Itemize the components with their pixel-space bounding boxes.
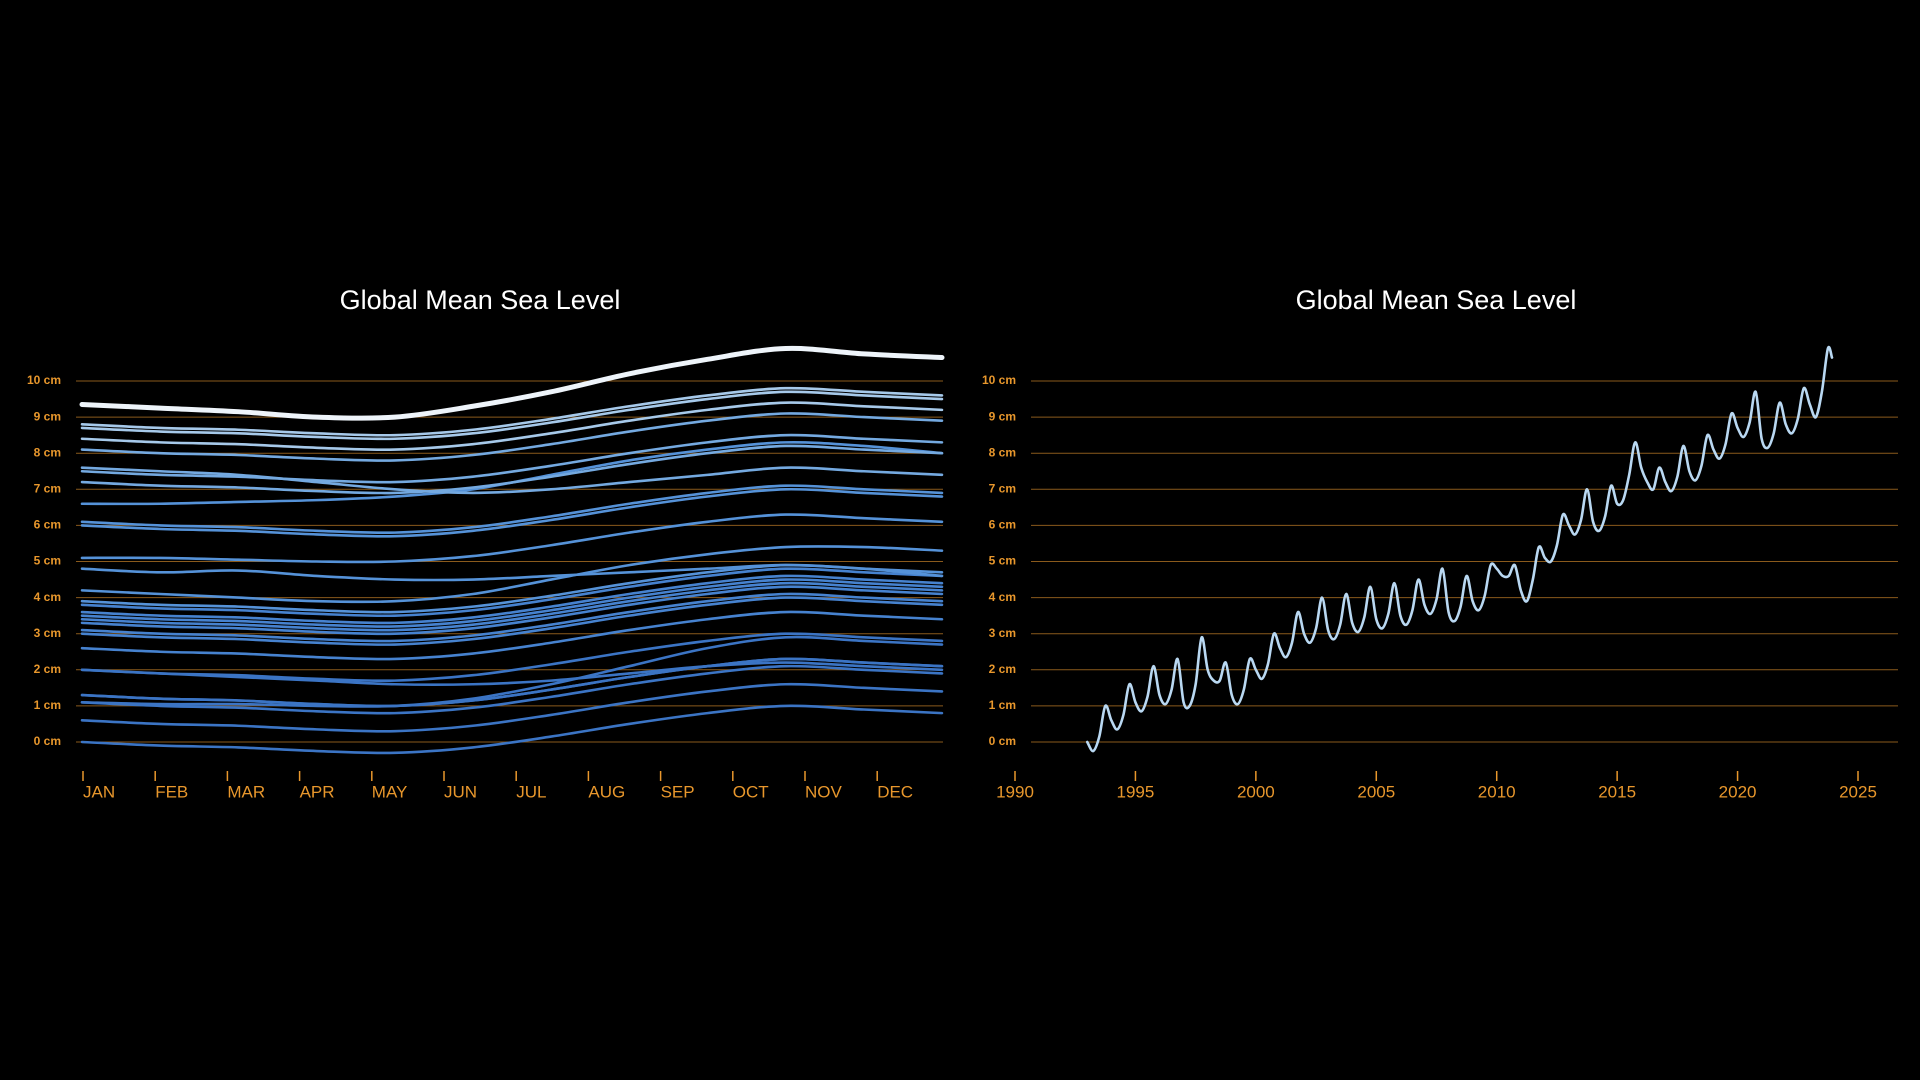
x-tick-label: OCT — [733, 782, 769, 801]
x-tick-label: 2015 — [1598, 782, 1636, 801]
x-tick-label: 2025 — [1839, 782, 1877, 801]
x-tick-label: JUN — [444, 782, 477, 801]
x-tick-label: 2000 — [1237, 782, 1275, 801]
x-tick-label: APR — [300, 782, 335, 801]
y-tick-label: 10 cm — [27, 373, 61, 387]
series-line — [80, 596, 944, 646]
series-line — [80, 433, 944, 484]
x-tick-label: FEB — [155, 782, 188, 801]
chart-title: Global Mean Sea Level — [1296, 285, 1577, 315]
series-line — [79, 345, 945, 421]
series-line — [80, 657, 944, 708]
x-tick-label: AUG — [588, 782, 625, 801]
x-tick-label: 2020 — [1719, 782, 1757, 801]
x-tick-label: JAN — [83, 782, 115, 801]
series-line — [80, 581, 944, 632]
series-line — [80, 632, 944, 683]
series-line — [80, 484, 944, 535]
y-tick-label: 3 cm — [34, 626, 61, 640]
y-tick-label: 2 cm — [989, 662, 1016, 676]
x-tick-label: 1990 — [996, 782, 1034, 801]
x-tick-label: MAR — [227, 782, 265, 801]
x-tick-label: JUL — [516, 782, 546, 801]
x-tick-label: DEC — [877, 782, 913, 801]
series-line — [80, 664, 944, 715]
chart-title: Global Mean Sea Level — [340, 285, 621, 315]
series-line — [80, 545, 944, 604]
x-tick-label: SEP — [661, 782, 695, 801]
series-line — [80, 567, 944, 618]
x-tick-label: 2010 — [1478, 782, 1516, 801]
series-line — [80, 635, 944, 708]
y-tick-label: 5 cm — [34, 554, 61, 568]
y-tick-label: 10 cm — [982, 373, 1016, 387]
series-line — [80, 401, 944, 452]
y-tick-label: 2 cm — [34, 662, 61, 676]
series-line — [80, 610, 944, 661]
y-tick-label: 9 cm — [34, 409, 61, 423]
series-line — [80, 513, 944, 564]
y-tick-label: 8 cm — [34, 445, 61, 459]
y-tick-label: 4 cm — [989, 590, 1016, 604]
series-line — [80, 682, 944, 733]
y-tick-label: 5 cm — [989, 554, 1016, 568]
y-tick-label: 3 cm — [989, 626, 1016, 640]
series-line — [80, 386, 944, 437]
series-line — [80, 585, 944, 636]
y-tick-label: 0 cm — [34, 734, 61, 748]
series-line — [80, 466, 944, 495]
y-tick-label: 9 cm — [989, 409, 1016, 423]
series-line — [80, 704, 944, 755]
series-line — [80, 412, 944, 462]
x-tick-label: NOV — [805, 782, 843, 801]
y-tick-label: 0 cm — [989, 734, 1016, 748]
series-line — [80, 578, 944, 628]
y-tick-label: 4 cm — [34, 590, 61, 604]
series-line — [80, 574, 944, 625]
series-line — [80, 592, 944, 643]
y-tick-label: 1 cm — [989, 698, 1016, 712]
y-tick-label: 1 cm — [34, 698, 61, 712]
x-tick-label: 2005 — [1357, 782, 1395, 801]
y-tick-label: 6 cm — [34, 518, 61, 532]
series-line — [80, 444, 944, 495]
series-line — [80, 487, 944, 538]
series-line — [80, 661, 944, 686]
x-tick-label: MAY — [372, 782, 408, 801]
y-tick-label: 8 cm — [989, 445, 1016, 459]
x-tick-label: 1995 — [1117, 782, 1155, 801]
series-line — [1085, 345, 1834, 753]
series-line — [80, 390, 944, 441]
y-tick-label: 7 cm — [989, 481, 1016, 495]
y-tick-label: 6 cm — [989, 518, 1016, 532]
y-tick-label: 7 cm — [34, 481, 61, 495]
series-line — [80, 563, 944, 582]
